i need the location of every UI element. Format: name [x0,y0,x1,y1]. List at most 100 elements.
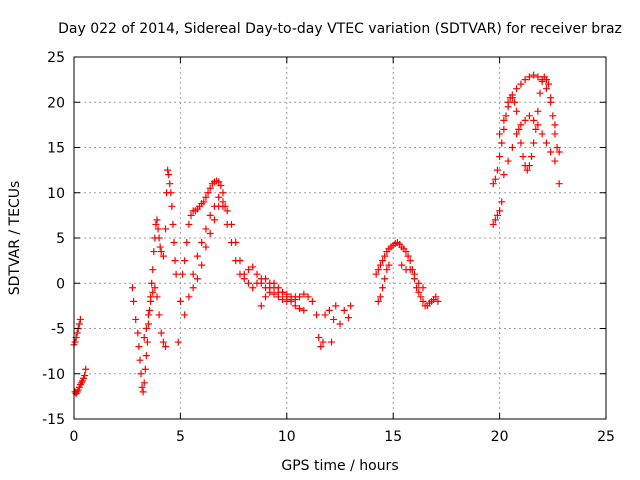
data-point [202,243,210,251]
data-point [193,252,201,260]
data-point [138,383,146,391]
data-point [419,284,427,292]
x-axis-label: GPS time / hours [281,458,398,474]
data-point [555,180,563,188]
data-point [530,116,538,124]
data-point [176,297,184,305]
data-point [530,139,538,147]
data-point [198,261,206,269]
grid-layer [74,57,606,419]
data-point [174,338,182,346]
data-point [398,261,406,269]
data-point [319,338,327,346]
data-point [413,284,421,292]
data-point [185,220,193,228]
data-point [283,293,291,301]
data-point [169,220,177,228]
data-point [498,139,506,147]
data-point [130,297,138,305]
data-point [187,211,195,219]
data-point [325,306,333,314]
data-point [406,257,414,265]
data-point [547,98,555,106]
data-point [513,130,521,138]
x-tick-label: 0 [70,429,79,445]
data-point [534,73,542,81]
data-point [223,207,231,215]
data-point [404,252,412,260]
y-tick-label: 10 [47,186,65,202]
data-point [553,144,561,151]
data-point [157,248,165,256]
data-point [542,76,550,84]
y-tick-label: -5 [51,322,65,338]
data-point [417,293,425,301]
data-point [139,388,147,396]
data-point [82,365,90,373]
data-point [500,171,508,179]
data-point [330,315,338,323]
data-point [528,153,536,161]
data-point [493,166,501,174]
data-point [279,288,287,296]
data-point [521,116,529,124]
data-point [236,257,244,265]
data-point [146,306,154,314]
data-point [215,202,223,210]
data-point [410,270,418,278]
data-point [500,125,508,133]
data-point [249,263,257,271]
data-point [542,85,550,93]
data-point [385,261,393,269]
data-point [257,302,265,310]
data-point [491,216,499,224]
data-point [510,98,518,106]
data-point [504,157,512,165]
y-tick-label: -15 [42,412,65,428]
data-point [166,180,174,188]
data-point [508,94,516,102]
data-point [515,125,523,133]
data-point [517,121,525,129]
data-point [185,293,193,301]
data-point [374,266,382,274]
data-point [504,103,512,111]
x-tick-label: 20 [491,429,509,445]
data-point [376,293,384,301]
data-point [141,365,149,373]
data-point [144,311,152,319]
data-point [300,306,308,314]
y-tick-label: -10 [42,367,65,383]
data-point [183,239,191,247]
data-point [317,343,325,351]
data-point [75,320,83,328]
data-point [142,352,150,360]
data-point [232,239,240,247]
y-tick-label: 0 [56,276,65,292]
data-point [496,130,504,138]
data-point [523,166,531,174]
data-point [157,329,165,337]
data-point [217,182,225,190]
data-point [376,261,384,269]
data-point [555,148,563,156]
data-point [219,189,227,197]
data-point [71,338,79,346]
data-point [170,239,178,247]
x-tick-label: 25 [597,429,615,445]
data-point [154,225,162,233]
data-point [545,80,553,88]
data-point [372,270,380,278]
data-point [76,315,84,323]
data-point [249,284,257,292]
y-axis-label: SDTVAR / TECUs [7,181,23,296]
data-point [151,284,159,292]
data-point [153,293,161,301]
data-point [142,325,150,332]
data-point [345,314,353,322]
data-point [202,193,210,201]
data-point [202,225,210,233]
data-point [551,130,559,138]
data-point [419,297,427,305]
y-tick-label: 20 [47,95,65,111]
